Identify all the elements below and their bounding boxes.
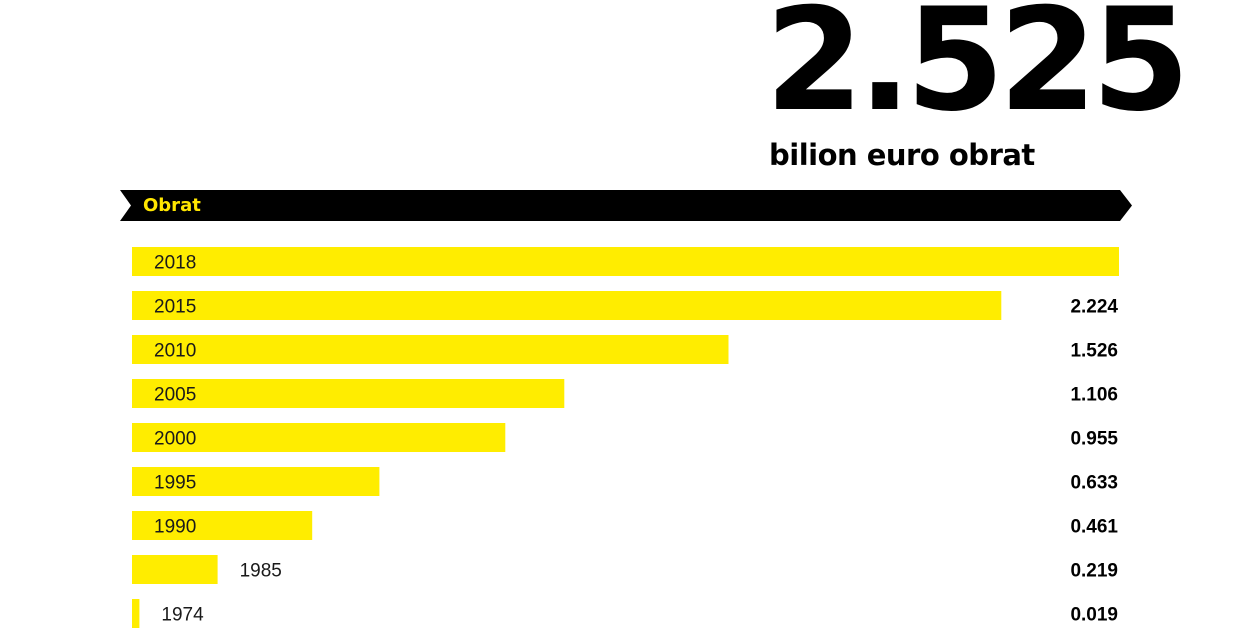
headline-value: 2.525 <box>765 0 1190 143</box>
bar-2010 <box>132 335 729 364</box>
headline-caption: bilion euro obrat <box>769 138 1035 172</box>
value-label-1990: 0.461 <box>1070 517 1118 538</box>
value-label-1985: 0.219 <box>1070 561 1118 582</box>
value-label-2000: 0.955 <box>1070 429 1118 450</box>
chart-title-banner: Obrat <box>120 190 1132 221</box>
year-label-1995: 1995 <box>154 473 196 494</box>
chart-title: Obrat <box>143 195 201 216</box>
year-label-2005: 2005 <box>154 385 196 406</box>
year-label-1985: 1985 <box>240 561 282 582</box>
value-label-2005: 1.106 <box>1070 385 1118 406</box>
bar-2000 <box>132 423 506 452</box>
bar-1974 <box>132 599 140 628</box>
year-label-2000: 2000 <box>154 429 196 450</box>
bar-2015 <box>132 291 1002 320</box>
year-label-2010: 2010 <box>154 341 196 362</box>
value-label-1974: 0.019 <box>1070 605 1118 626</box>
year-label-1990: 1990 <box>154 517 196 538</box>
bar-2018 <box>132 247 1119 276</box>
value-label-2015: 2.224 <box>1070 297 1118 318</box>
year-label-2018: 2018 <box>154 253 196 274</box>
bar-1985 <box>132 555 218 584</box>
bar-1995 <box>132 467 380 496</box>
value-label-1995: 0.633 <box>1070 473 1118 494</box>
value-label-2010: 1.526 <box>1070 341 1118 362</box>
bar-2005 <box>132 379 565 408</box>
year-label-1974: 1974 <box>161 605 204 626</box>
year-label-2015: 2015 <box>154 297 196 318</box>
bar-1990 <box>132 511 313 540</box>
